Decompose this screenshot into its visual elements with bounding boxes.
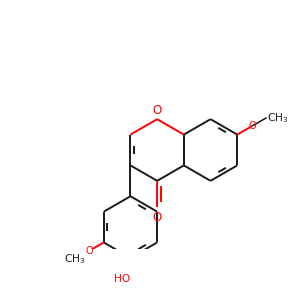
Text: CH$_3$: CH$_3$ [267,111,288,124]
Text: O: O [85,246,93,256]
Text: O: O [152,212,162,224]
Text: HO: HO [114,274,130,284]
Text: O: O [248,121,256,131]
Text: CH$_3$: CH$_3$ [64,253,85,266]
Text: O: O [152,104,162,117]
